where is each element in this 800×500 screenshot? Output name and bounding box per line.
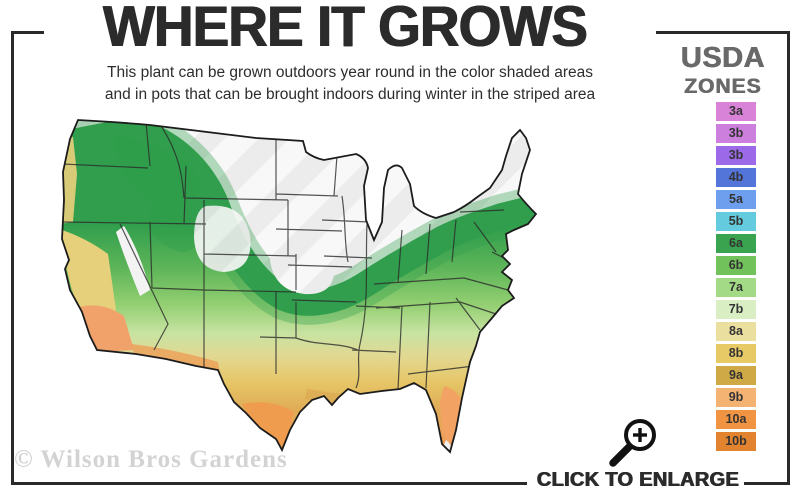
legend-title: USDA ZONES <box>668 42 778 98</box>
magnifier-zoom-icon[interactable] <box>600 411 662 473</box>
frame-right <box>787 31 790 485</box>
us-zones-map-svg <box>61 119 537 453</box>
legend-zone-5b: 5b <box>716 212 756 231</box>
idaho-green-patch <box>148 198 199 252</box>
legend-zone-10b: 10b <box>716 432 756 451</box>
map-fill-layers <box>62 120 536 452</box>
zone-6a-band <box>62 120 536 316</box>
legend-zone-6b: 6b <box>716 256 756 275</box>
legend-zone-7b: 7b <box>716 300 756 319</box>
frame-bottom-right <box>744 482 790 485</box>
usda-zones-legend: 3a 3b 3b 4b 5a 5b 6a 6b 7a 7b 8a 8b 9a 9b 10a 10b <box>716 102 756 454</box>
legend-zone-8a: 8a <box>716 322 756 341</box>
us-zones-map[interactable] <box>56 112 616 462</box>
frame-top-left <box>11 31 44 34</box>
subtitle-line-2: and in pots that can be brought indoors … <box>104 86 596 103</box>
legend-title-zones: ZONES <box>684 75 762 98</box>
page-title: WHERE IT GROWS <box>102 0 588 59</box>
south-texas-orange <box>242 402 294 452</box>
california-valley-tan <box>62 230 116 326</box>
state-borders <box>62 121 509 391</box>
subtitle-line-1: This plant can be grown outdoors year ro… <box>107 64 593 81</box>
great-basin-white <box>194 205 251 272</box>
colorado-rockies-white <box>269 228 335 295</box>
legend-zone-7a: 7a <box>716 278 756 297</box>
legend-title-usda: USDA <box>680 42 766 74</box>
legend-zone-5a: 5a <box>716 190 756 209</box>
watermark: © Wilson Bros Gardens <box>14 446 288 473</box>
legend-zone-3b: 3b <box>716 124 756 143</box>
pnw-green-patch <box>115 136 200 205</box>
legend-zone-8b: 8b <box>716 344 756 363</box>
sierra-white-strip <box>116 226 150 296</box>
click-to-enlarge-button[interactable]: CLICK TO ENLARGE <box>536 469 740 491</box>
frame-left <box>11 31 14 485</box>
zone-6b-band <box>62 120 536 325</box>
legend-zone-10a: 10a <box>716 410 756 429</box>
legend-zone-3a: 3a <box>716 102 756 121</box>
frame-bottom-left <box>11 482 527 485</box>
legend-zone-3b: 3b <box>716 146 756 165</box>
legend-zone-9b: 9b <box>716 388 756 407</box>
legend-zone-9a: 9a <box>716 366 756 385</box>
subtitle: This plant can be grown outdoors year ro… <box>45 62 655 106</box>
legend-zone-6a: 6a <box>716 234 756 253</box>
legend-zone-4b: 4b <box>716 168 756 187</box>
frame-top-right <box>656 31 790 34</box>
